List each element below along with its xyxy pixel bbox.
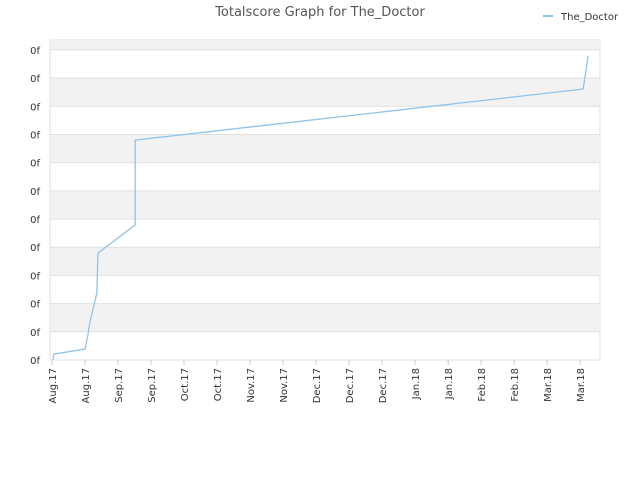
x-tick-label: Mar.18 [576, 368, 587, 402]
x-tick-label: Dec.17 [345, 368, 356, 403]
grid-band [50, 247, 600, 276]
grid-band [50, 40, 600, 50]
x-tick-label: Nov.17 [246, 368, 257, 403]
y-tick-label: 0f [30, 159, 40, 170]
x-tick-label: Jan.18 [444, 368, 455, 400]
x-tick-label: Aug.17 [81, 368, 92, 403]
y-tick-label: 0f [30, 243, 40, 254]
grid-band [50, 78, 600, 107]
y-tick-label: 0f [30, 300, 40, 311]
x-tick-label: Feb.18 [477, 368, 488, 402]
x-tick-label: Oct.17 [180, 368, 191, 401]
y-tick-label: 0f [30, 102, 40, 113]
y-tick-label: 0f [30, 356, 40, 367]
y-tick-label: 0f [30, 130, 40, 141]
legend-label: The_Doctor [560, 12, 619, 23]
grid-band [50, 303, 600, 332]
x-tick-label: Mar.18 [543, 368, 554, 402]
y-tick-label: 0f [30, 271, 40, 282]
x-tick-label: Jan.18 [411, 368, 422, 400]
grid-band [50, 190, 600, 220]
x-tick-label: Aug.17 [48, 368, 59, 403]
x-tick-label: Sep.17 [147, 368, 158, 403]
x-tick-label: Sep.17 [114, 368, 125, 403]
x-tick-label: Nov.17 [279, 368, 290, 403]
y-tick-label: 0f [30, 74, 40, 85]
y-tick-label: 0f [30, 187, 40, 198]
y-tick-label: 0f [30, 46, 40, 57]
x-tick-label: Dec.17 [378, 368, 389, 403]
chart-title: Totalscore Graph for The_Doctor [214, 5, 425, 20]
line [52, 55, 589, 361]
grid-band [50, 134, 600, 163]
y-tick-label: 0f [30, 215, 40, 226]
x-tick-label: Dec.17 [312, 368, 323, 403]
x-tick-label: Oct.17 [213, 368, 224, 401]
y-tick-label: 0f [30, 328, 40, 339]
x-tick-label: Feb.18 [510, 368, 521, 402]
